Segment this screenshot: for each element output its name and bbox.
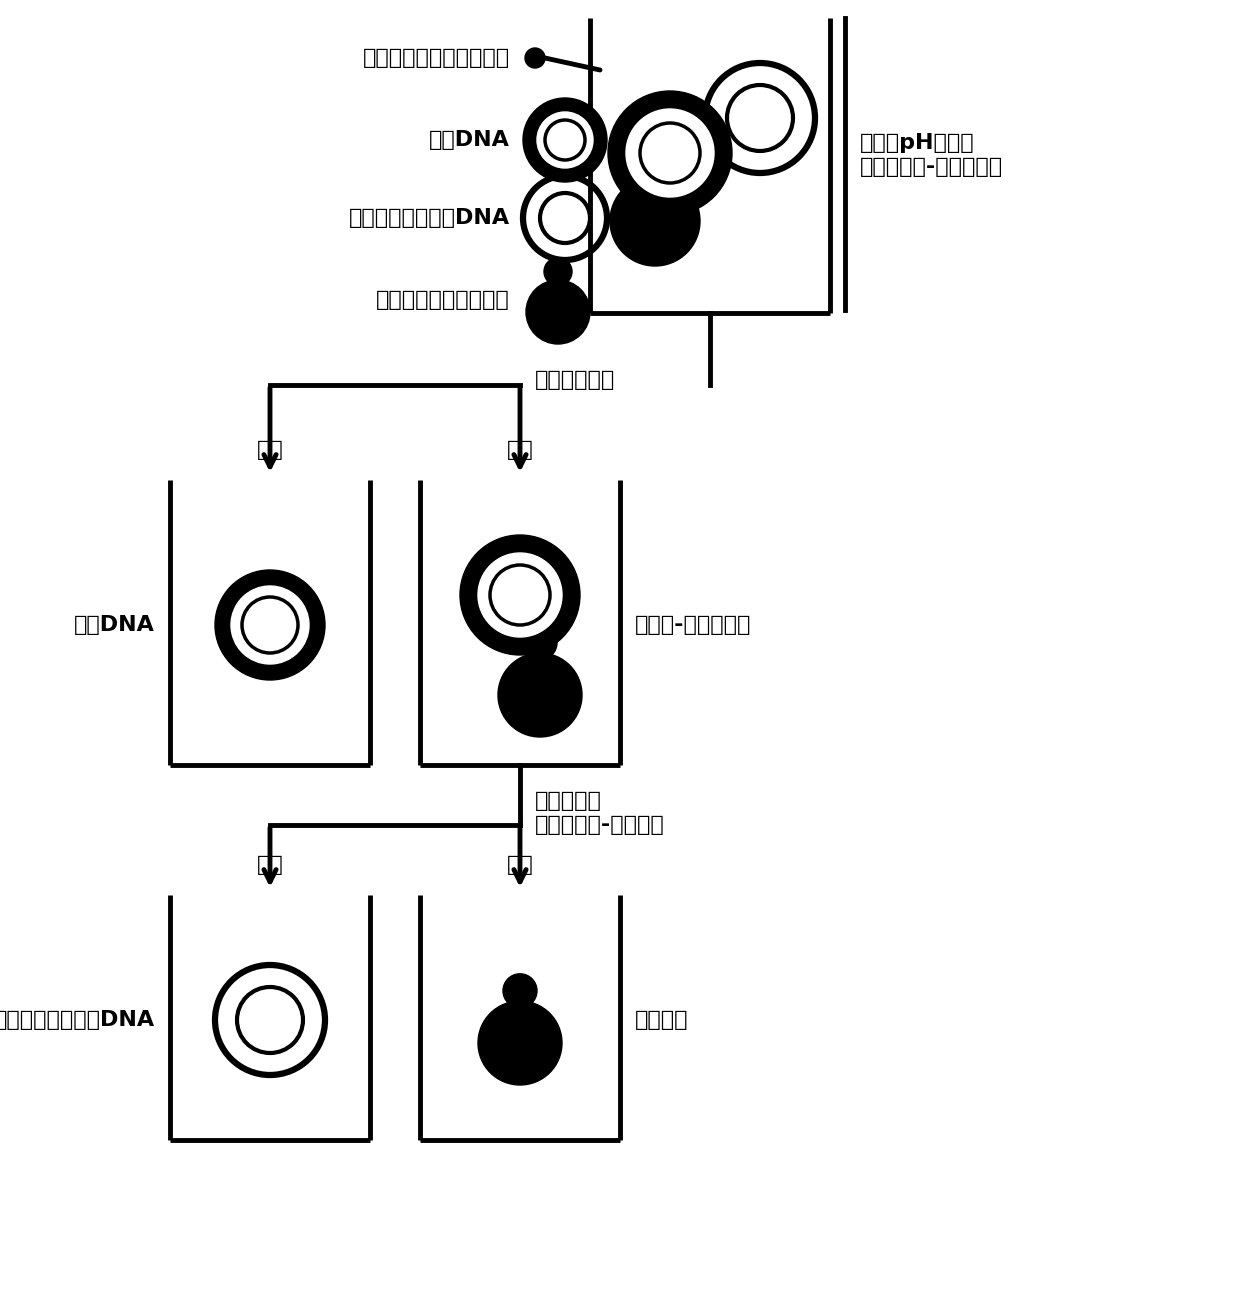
Circle shape [637, 148, 673, 183]
Circle shape [498, 653, 582, 736]
Text: 在较低pH条件下
形成三螺旋-磁珠复合物: 在较低pH条件下 形成三螺旋-磁珠复合物 [861, 133, 1003, 177]
Circle shape [537, 112, 593, 167]
Text: 三螺旋-磁珠复合物: 三螺旋-磁珠复合物 [635, 615, 751, 634]
Circle shape [477, 1001, 562, 1086]
Text: 碱性缓冲液
分离三螺旋-磁珠复合: 碱性缓冲液 分离三螺旋-磁珠复合 [534, 791, 665, 835]
Text: 上清: 上清 [257, 439, 284, 460]
Circle shape [544, 258, 572, 285]
Circle shape [215, 570, 325, 680]
Circle shape [503, 973, 537, 1007]
Circle shape [523, 98, 608, 182]
Circle shape [608, 92, 732, 215]
Text: 沉淀: 沉淀 [507, 855, 533, 875]
Circle shape [523, 625, 557, 659]
Text: 微环DNA: 微环DNA [74, 615, 155, 634]
Circle shape [526, 280, 590, 344]
Text: 含靶标序列的骨架DNA: 含靶标序列的骨架DNA [0, 1010, 155, 1029]
Text: 链霉亲和素修饰的磁珠: 链霉亲和素修饰的磁珠 [376, 290, 510, 310]
Text: 生物素修饰的寡核苷酸链: 生物素修饰的寡核苷酸链 [363, 48, 510, 68]
Circle shape [626, 109, 714, 198]
Text: 磁力吸附分离: 磁力吸附分离 [534, 370, 615, 390]
Text: 含靶标序列的骨架DNA: 含靶标序列的骨架DNA [348, 208, 510, 228]
Circle shape [525, 48, 546, 68]
Text: 沉淀: 沉淀 [507, 439, 533, 460]
Circle shape [477, 553, 562, 637]
Text: 微环DNA: 微环DNA [429, 129, 510, 150]
Circle shape [460, 535, 580, 655]
Text: 回收磁珠: 回收磁珠 [635, 1010, 688, 1029]
Text: 上清: 上清 [257, 855, 284, 875]
Circle shape [610, 177, 701, 266]
Circle shape [231, 586, 309, 664]
